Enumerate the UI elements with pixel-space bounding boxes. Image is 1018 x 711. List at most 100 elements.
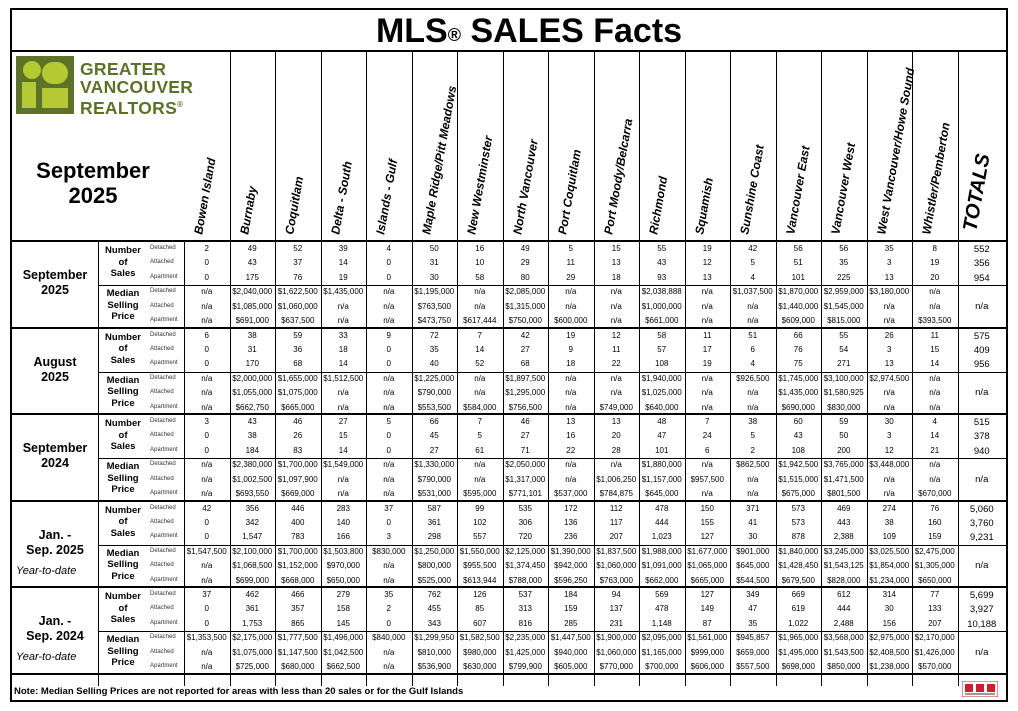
data-cell: n/a (929, 301, 941, 311)
property-type: Detached (150, 504, 176, 511)
data-cell: 20 (930, 272, 940, 282)
data-cell: n/a (610, 388, 622, 398)
data-cell: 101 (791, 272, 805, 282)
property-type: Attached (150, 648, 174, 655)
period-label-line: Jan. - (38, 527, 72, 542)
data-cell: 87 (702, 618, 712, 628)
data-cell: n/a (565, 474, 577, 484)
metric-label-line: Price (111, 397, 135, 409)
data-cell: 47 (748, 604, 758, 614)
logo-reg: ® (177, 100, 184, 109)
group-divider (12, 326, 1006, 329)
data-cell: 2,388 (833, 532, 854, 542)
data-cell: $1,390,000 (550, 546, 591, 556)
title-mls: MLS (375, 12, 448, 50)
data-cell: $3,448,000 (869, 460, 910, 470)
data-cell: 11 (703, 330, 712, 340)
data-cell: $1,042,500 (323, 647, 364, 657)
data-cell: 166 (336, 532, 350, 542)
data-cell: n/a (610, 287, 622, 297)
data-cell: $668,000 (281, 575, 315, 585)
totals-cell: 515 (973, 417, 990, 428)
data-cell: n/a (883, 301, 895, 311)
data-cell: n/a (383, 662, 395, 671)
data-cell: $1,002,500 (232, 474, 273, 484)
data-cell: 469 (837, 503, 851, 513)
data-cell: n/a (383, 373, 395, 383)
data-cell: 0 (386, 431, 391, 441)
data-cell: 117 (609, 517, 623, 527)
data-cell: n/a (337, 474, 349, 484)
data-cell: 400 (291, 517, 305, 527)
property-type: Attached (150, 345, 174, 352)
data-cell: 76 (930, 503, 940, 513)
column-header: Maple Ridge/Pitt Meadows (418, 84, 459, 236)
col-divider (821, 52, 822, 686)
data-cell: 0 (204, 604, 209, 614)
data-cell: 59 (293, 330, 303, 340)
data-cell: n/a (337, 402, 349, 412)
data-cell: n/a (701, 388, 713, 398)
data-cell: 313 (518, 604, 532, 614)
data-cell: 462 (245, 590, 259, 599)
data-cell: 93 (657, 272, 667, 282)
data-cell: 55 (839, 330, 849, 340)
data-cell: $1,549,000 (323, 460, 364, 470)
column-header: West Vancouver/Howe Sound (873, 66, 917, 236)
data-cell: $1,065,000 (687, 561, 728, 571)
data-cell: n/a (383, 301, 395, 311)
data-cell: 446 (291, 503, 305, 513)
metric-label-line: Selling (107, 299, 139, 311)
data-cell: $790,000 (417, 474, 451, 484)
data-cell: $3,568,000 (823, 633, 864, 643)
data-cell: $901,000 (736, 546, 770, 556)
logo-line-1: GREATER (80, 59, 167, 79)
data-cell: $999,000 (690, 647, 724, 657)
data-cell: n/a (929, 373, 941, 383)
data-cell: n/a (474, 287, 486, 297)
data-cell: 13 (611, 258, 621, 268)
data-cell: n/a (201, 388, 213, 398)
title-rest: SALES Facts (470, 12, 683, 50)
gvr-logo-text: GREATER VANCOUVER REALTORS® (80, 60, 193, 117)
data-cell: 14 (338, 445, 348, 455)
data-cell: 77 (930, 590, 940, 599)
col-divider (730, 52, 731, 686)
metric-label: Median Selling Price (98, 548, 148, 583)
property-type: Attached (150, 475, 174, 482)
data-cell: $2,475,000 (914, 546, 955, 556)
column-header: Vancouver West (828, 141, 859, 236)
data-cell: 444 (837, 604, 851, 614)
col-divider (775, 52, 777, 686)
data-cell: 19 (930, 258, 940, 268)
data-cell: 343 (427, 618, 441, 628)
data-cell: $1,543,500 (823, 647, 864, 657)
data-cell: $1,700,000 (277, 546, 318, 556)
col-divider (411, 52, 413, 686)
metric-label-line: Selling (107, 559, 139, 571)
data-cell: 175 (245, 272, 259, 282)
data-cell: n/a (383, 388, 395, 398)
data-cell: n/a (929, 474, 941, 484)
data-cell: 22 (611, 359, 621, 369)
data-cell: 170 (245, 359, 259, 369)
data-cell: n/a (201, 402, 213, 412)
data-cell: $815,000 (827, 316, 861, 325)
data-cell: 184 (564, 590, 578, 599)
data-cell: 38 (247, 431, 257, 441)
data-cell: 6 (705, 445, 710, 455)
col-divider (684, 52, 686, 686)
data-cell: $2,380,000 (232, 460, 273, 470)
data-cell: 52 (475, 359, 485, 369)
data-cell: 478 (655, 604, 669, 614)
col-divider (275, 52, 276, 686)
data-cell: $1,000,000 (641, 301, 682, 311)
totals-cell: n/a (975, 473, 989, 485)
data-cell: 13 (611, 417, 621, 426)
data-cell: $784,875 (599, 489, 633, 498)
data-cell: 13 (884, 359, 894, 369)
data-cell: 466 (291, 590, 305, 599)
data-cell: 127 (700, 532, 714, 542)
period-label-line: 2025 (41, 369, 69, 384)
data-cell: 314 (882, 590, 896, 599)
